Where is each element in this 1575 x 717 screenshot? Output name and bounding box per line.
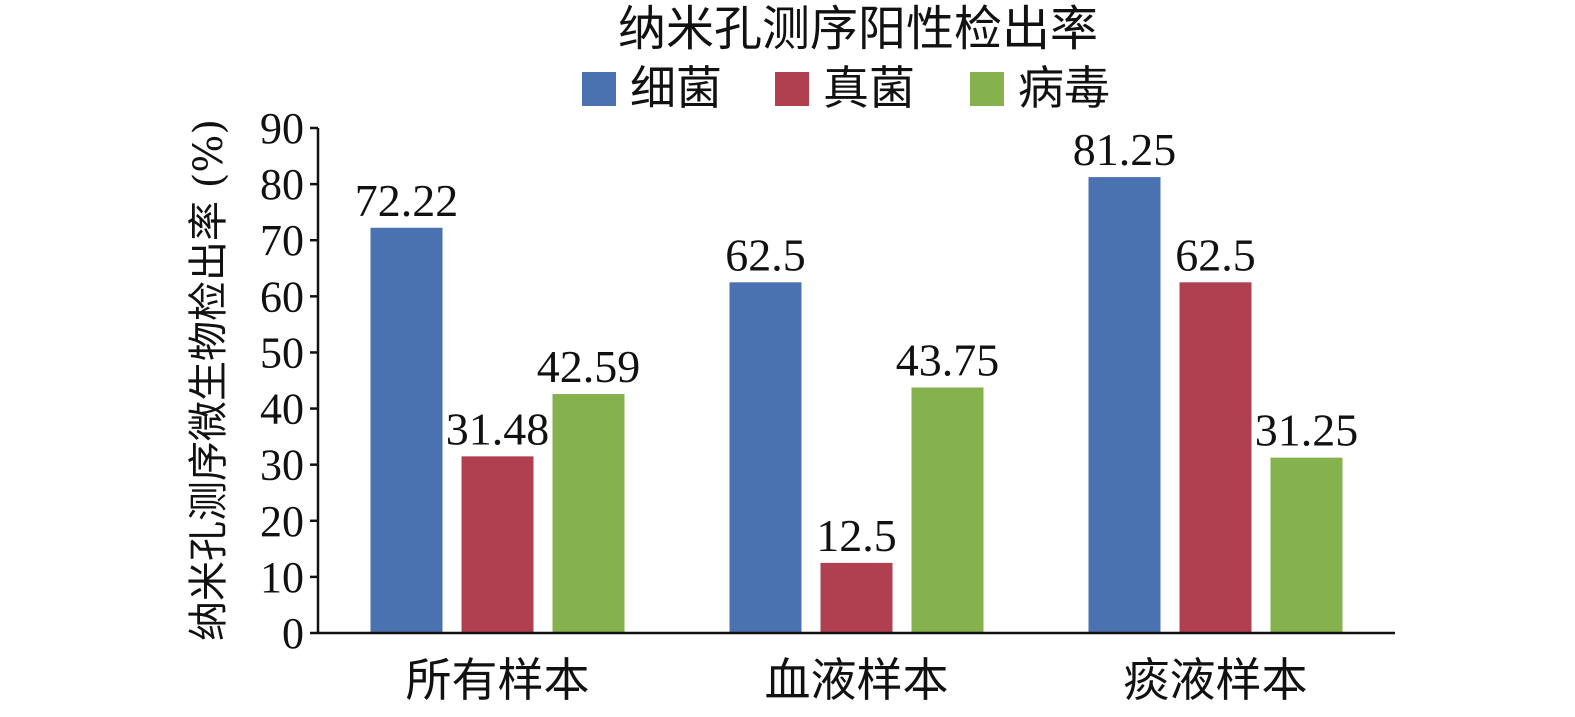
bar bbox=[1270, 457, 1343, 633]
legend-swatch bbox=[775, 72, 809, 106]
y-axis-ticks: 0 10 20 30 40 50 60 70 80 90 bbox=[260, 104, 318, 658]
data-label: 62.5 bbox=[1175, 229, 1256, 280]
legend-label: 真菌 bbox=[823, 61, 915, 115]
chart-title: 纳米孔测序阳性检出率 bbox=[618, 1, 1098, 57]
data-label: 81.25 bbox=[1073, 124, 1177, 175]
bar bbox=[820, 562, 893, 633]
legend-swatch bbox=[582, 72, 616, 106]
y-tick-label: 80 bbox=[260, 160, 304, 209]
data-label: 12.5 bbox=[816, 510, 897, 561]
category-label: 所有样本 bbox=[406, 653, 590, 707]
bar bbox=[461, 456, 534, 633]
data-label: 31.25 bbox=[1255, 405, 1359, 456]
y-tick-label: 60 bbox=[260, 272, 304, 321]
y-tick-label: 50 bbox=[260, 328, 304, 377]
y-tick-label: 0 bbox=[282, 609, 304, 658]
legend-swatch bbox=[970, 72, 1004, 106]
y-axis-label: 纳米孔测序微生物检出率 (%) bbox=[186, 119, 232, 641]
category-label: 血液样本 bbox=[765, 653, 949, 707]
data-label: 42.59 bbox=[537, 341, 641, 392]
bar bbox=[552, 394, 625, 633]
category-labels: 所有样本 血液样本 痰液样本 bbox=[406, 653, 1308, 707]
data-label: 43.75 bbox=[896, 335, 1000, 386]
legend: 细菌 真菌 病毒 bbox=[582, 61, 1110, 115]
bar bbox=[370, 227, 443, 633]
bars bbox=[370, 177, 1343, 633]
data-label: 72.22 bbox=[355, 175, 459, 226]
y-tick-label: 70 bbox=[260, 216, 304, 265]
y-tick-label: 10 bbox=[260, 553, 304, 602]
data-label: 31.48 bbox=[446, 403, 550, 454]
bar bbox=[729, 282, 802, 633]
category-label: 痰液样本 bbox=[1124, 653, 1308, 707]
legend-label: 病毒 bbox=[1018, 61, 1110, 115]
y-tick-label: 30 bbox=[260, 441, 304, 490]
y-tick-label: 40 bbox=[260, 385, 304, 434]
legend-label: 细菌 bbox=[630, 61, 722, 115]
bar bbox=[911, 387, 984, 633]
bar bbox=[1088, 177, 1161, 633]
y-tick-label: 20 bbox=[260, 497, 304, 546]
bar bbox=[1179, 282, 1252, 633]
y-tick-label: 90 bbox=[260, 104, 304, 153]
value-labels: 72.22 31.48 42.59 62.5 12.5 43.75 81.25 62.5 31.… bbox=[355, 124, 1359, 561]
data-label: 62.5 bbox=[725, 229, 806, 280]
